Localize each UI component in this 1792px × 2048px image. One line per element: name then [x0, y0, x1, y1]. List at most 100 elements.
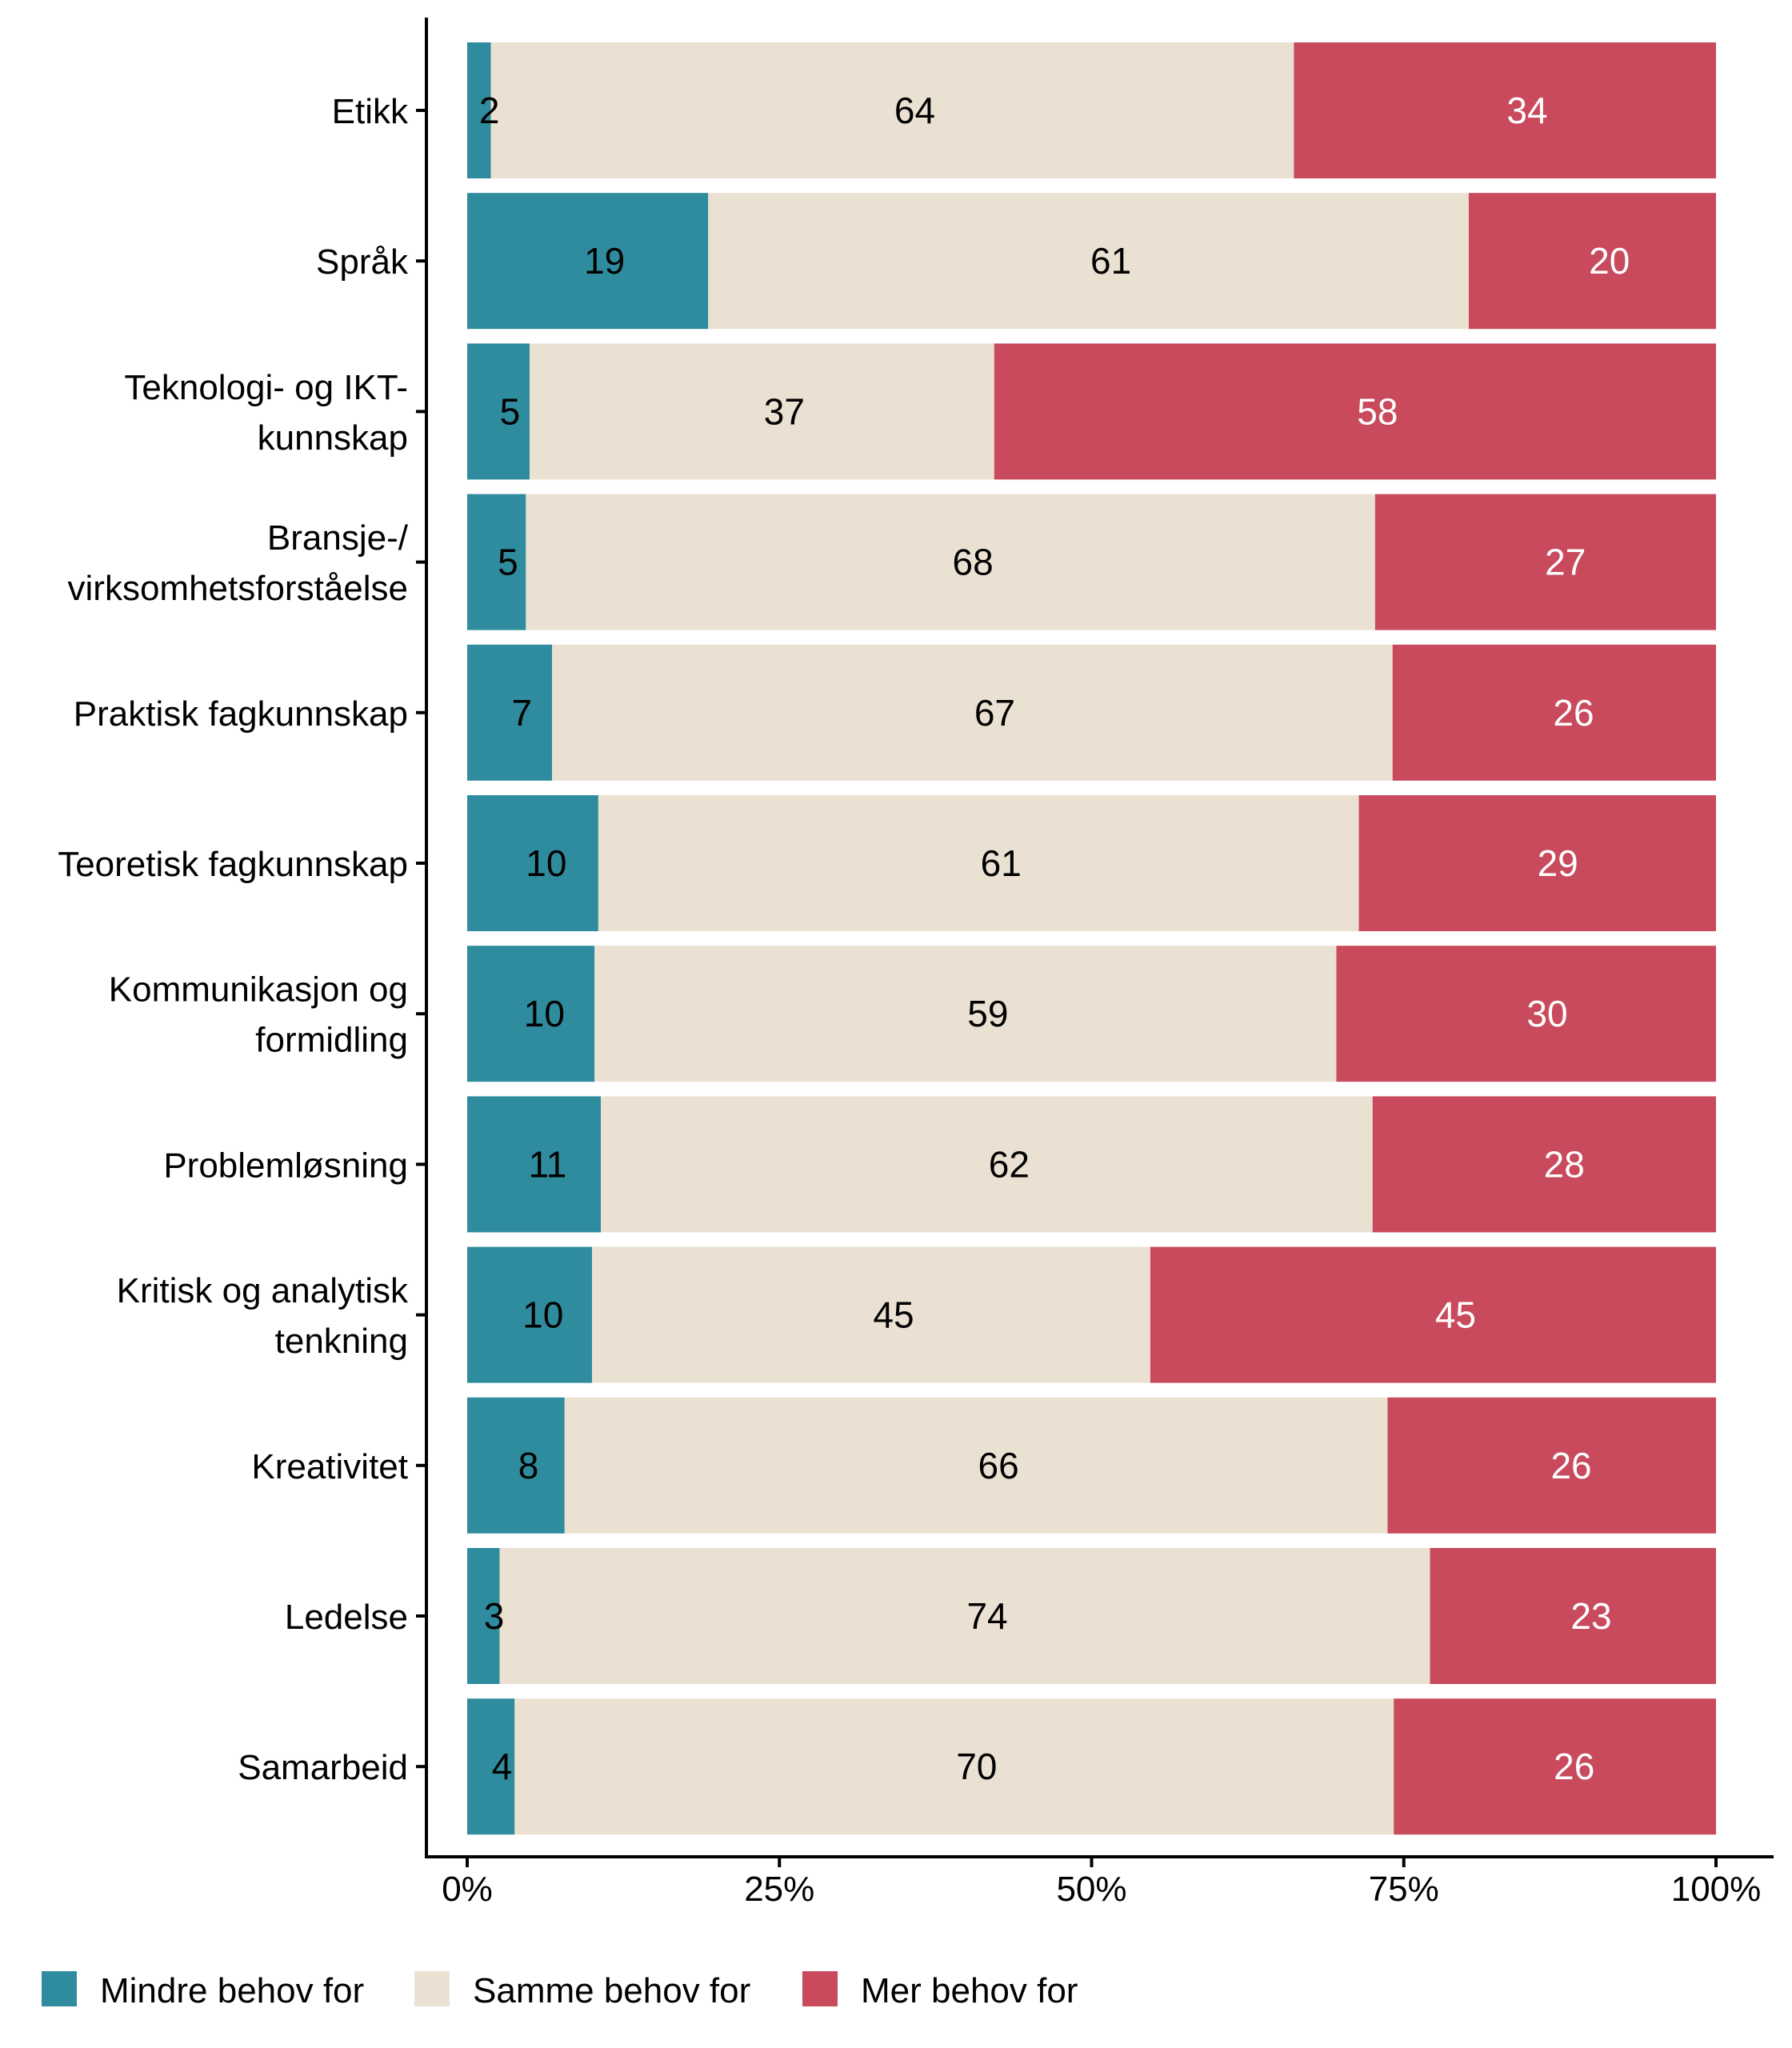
legend-swatch [414, 1971, 450, 2006]
value-label: 70 [956, 1746, 997, 1787]
category-label: Kritisk og analytisk tenkning [117, 1271, 409, 1361]
category-label-line: Kommunikasjon og [109, 970, 408, 1010]
bar-segment-mindre [467, 1246, 593, 1383]
bar-segment-mindre [467, 644, 553, 781]
legend-label: Mer behov for [861, 1971, 1078, 2010]
value-label: 4 [492, 1746, 513, 1787]
bar-segment-mindre [467, 1397, 565, 1534]
category-label-line: Etikk [332, 92, 409, 131]
category-label: Teoretisk fagkunnskap [58, 845, 408, 884]
category-label-line: Samarbeid [238, 1748, 408, 1787]
category-label: Bransje-/ virksomhetsforståelse [68, 518, 409, 608]
y-axis [416, 18, 428, 1858]
category-label: Kreativitet [251, 1447, 408, 1486]
category-labels: Etikk Språk Teknologi- og IKT-kunnskap Bran… [58, 92, 409, 1787]
bar-segment-samme [499, 1548, 1430, 1684]
bar-segment-samme [514, 1698, 1394, 1835]
bar-segment-mindre [467, 42, 491, 178]
value-label: 28 [1544, 1143, 1585, 1185]
bar-segment-samme [594, 946, 1337, 1082]
bar-segment-samme [592, 1246, 1150, 1383]
category-label-line: virksomhetsforståelse [68, 569, 408, 608]
bar-segment-mer [1374, 494, 1716, 630]
bar-segment-mer [1392, 644, 1716, 781]
category-label: Etikk [332, 92, 409, 131]
bar-segment-mindre [467, 1548, 500, 1684]
legend-swatch [802, 1971, 838, 2006]
value-label: 61 [1090, 240, 1131, 282]
legend: Mindre behov for Samme behov for Mer behov… [42, 1971, 1078, 2010]
category-label: Teknologi- og IKT-kunnskap [124, 368, 408, 458]
category-label: Ledelse [285, 1598, 408, 1637]
bar-segment-mindre [467, 1096, 602, 1233]
category-label: Problemløsning [163, 1146, 408, 1185]
category-label-line: Teoretisk fagkunnskap [58, 845, 408, 884]
bar-segment-mindre [467, 946, 595, 1082]
value-label: 45 [873, 1294, 914, 1336]
value-label: 64 [894, 90, 935, 131]
value-label: 26 [1554, 1746, 1594, 1787]
value-label: 74 [966, 1595, 1007, 1637]
value-label: 58 [1357, 390, 1398, 432]
category-label-line: tenkning [275, 1322, 408, 1361]
value-label: 59 [967, 993, 1008, 1034]
category-label-line: Bransje-/ [267, 518, 409, 558]
bar-segment-mer [1468, 193, 1716, 330]
value-label: 29 [1538, 842, 1578, 884]
value-label: 10 [522, 1294, 563, 1336]
value-label: 37 [764, 390, 805, 432]
value-label: 11 [529, 1143, 567, 1185]
category-label-line: kunnskap [258, 418, 408, 458]
category-label-line: Kreativitet [251, 1447, 408, 1486]
bar-segment-mer [1150, 1246, 1716, 1383]
value-label: 19 [584, 240, 625, 282]
x-tick-label: 50% [1056, 1870, 1126, 1909]
bar-segment-samme [564, 1397, 1388, 1534]
value-label: 61 [981, 842, 1022, 884]
value-label: 5 [500, 390, 521, 432]
value-label: 3 [484, 1595, 505, 1637]
category-label: Praktisk fagkunnskap [74, 694, 408, 734]
value-label: 23 [1570, 1595, 1611, 1637]
bar-segment-mer [1430, 1548, 1716, 1684]
category-label: Språk [316, 242, 409, 282]
value-label: 45 [1435, 1294, 1476, 1336]
value-label: 7 [511, 692, 532, 734]
value-label: 8 [518, 1445, 539, 1486]
value-label: 34 [1506, 90, 1547, 131]
value-label: 68 [953, 542, 994, 583]
value-label: 66 [978, 1445, 1019, 1486]
value-label: 2 [479, 90, 500, 131]
x-tick-labels: 0% 25% 50% 75% 100% [442, 1870, 1761, 1909]
category-label-line: Kritisk og analytisk [117, 1271, 409, 1310]
legend-label: Samme behov for [473, 1971, 750, 2010]
bar-segment-mer [1394, 1698, 1716, 1835]
bar-segment-samme [708, 193, 1469, 330]
bar-segment-mer [1336, 946, 1716, 1082]
value-label: 30 [1526, 993, 1567, 1034]
bar-segment-mindre [467, 1698, 515, 1835]
bar-segment-samme [490, 42, 1294, 178]
category-label: Kommunikasjon og formidling [109, 970, 408, 1060]
value-label: 62 [989, 1143, 1030, 1185]
value-label: 26 [1553, 692, 1594, 734]
bar-segment-mindre [467, 343, 530, 480]
x-tick-label: 0% [442, 1870, 493, 1909]
bars-layer [467, 42, 1716, 1835]
bar-segment-mer [1387, 1397, 1716, 1534]
bar-segment-samme [552, 644, 1393, 781]
legend-swatch [42, 1971, 77, 2006]
bar-segment-mer [994, 343, 1716, 480]
bar-segment-samme [530, 343, 994, 480]
value-label: 10 [524, 993, 565, 1034]
value-label: 20 [1589, 240, 1630, 282]
category-label-line: Språk [316, 242, 409, 282]
x-tick-label: 100% [1671, 1870, 1762, 1909]
category-label-line: Praktisk fagkunnskap [74, 694, 408, 734]
bar-segment-mer [1358, 795, 1716, 931]
category-label-line: Problemløsning [163, 1146, 408, 1185]
category-label-line: Ledelse [285, 1598, 408, 1637]
value-label: 5 [498, 542, 518, 583]
